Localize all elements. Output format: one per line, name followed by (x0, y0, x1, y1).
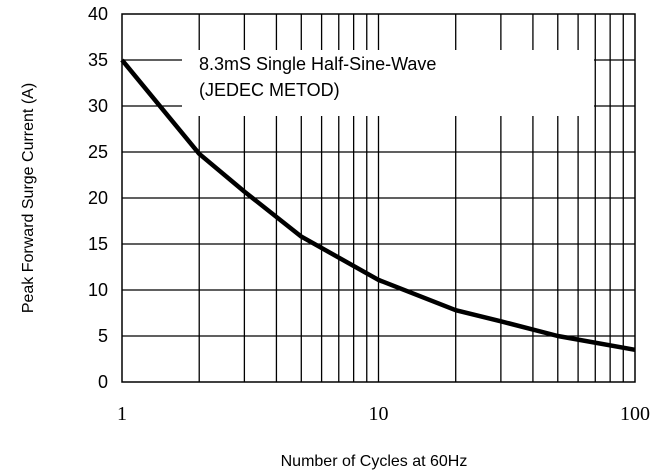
annotation-line-1: 8.3mS Single Half-Sine-Wave (199, 54, 436, 74)
annotation-line-2: (JEDEC METOD) (199, 80, 340, 100)
y-tick-label: 5 (98, 326, 108, 346)
y-tick-label: 15 (88, 234, 108, 254)
y-tick-label: 30 (88, 96, 108, 116)
y-tick-label: 20 (88, 188, 108, 208)
y-tick-label: 0 (98, 372, 108, 392)
y-tick-label: 35 (88, 50, 108, 70)
series-group (120, 58, 636, 353)
y-tick-label: 10 (88, 280, 108, 300)
x-axis-label: Number of Cycles at 60Hz (281, 453, 468, 470)
x-tick-label: 10 (369, 403, 389, 425)
annotation-background (182, 50, 594, 116)
series-line (120, 58, 636, 353)
y-axis-label: Peak Forward Surge Current (A) (20, 83, 37, 313)
plot-frame (121, 13, 636, 383)
y-tick-label: 40 (88, 4, 108, 24)
x-tick-label: 100 (620, 403, 650, 425)
x-tick-label: 1 (117, 403, 127, 425)
tick-labels: 0 5 10 15 20 25 30 35 40 1 10 100 (88, 4, 650, 425)
y-tick-label: 25 (88, 142, 108, 162)
